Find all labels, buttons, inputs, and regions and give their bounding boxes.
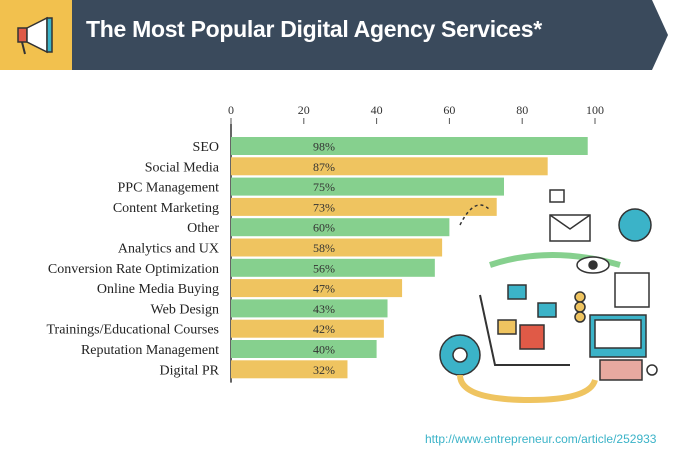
header-background — [0, 0, 668, 70]
category-label: SEO — [193, 140, 219, 155]
title-band — [72, 0, 668, 70]
category-label: Trainings/Educational Courses — [46, 323, 219, 338]
heart-note-icon — [549, 189, 565, 203]
category-label: Online Media Buying — [97, 282, 219, 297]
x-tick-label: 60 — [443, 103, 455, 117]
category-label: Conversion Rate Optimization — [48, 262, 219, 277]
small-screen-icon — [507, 284, 527, 300]
bar-value-label: 87% — [313, 160, 335, 174]
bar — [231, 279, 403, 298]
person-icon — [519, 324, 545, 350]
mouse-icon — [646, 364, 658, 376]
bar — [231, 177, 504, 196]
bar-value-label: 47% — [313, 282, 335, 296]
bar — [231, 137, 588, 155]
marketing-illustration — [439, 189, 658, 404]
page-title: The Most Popular Digital Agency Services… — [86, 16, 542, 42]
bar — [231, 299, 388, 318]
category-label: Analytics and UX — [118, 242, 219, 257]
bar — [231, 258, 435, 277]
category-label: Social Media — [145, 160, 220, 175]
x-tick-label: 0 — [228, 103, 234, 117]
category-label: Reputation Management — [81, 343, 219, 358]
x-tick-label: 80 — [516, 103, 528, 117]
coins-icon — [574, 291, 586, 303]
bar — [231, 360, 348, 379]
bar — [231, 218, 450, 237]
dashed-arrow-icon — [459, 204, 491, 226]
category-label: PPC Management — [118, 181, 220, 196]
x-tick-label: 40 — [371, 103, 383, 117]
hands-keyboard-icon — [599, 359, 643, 381]
x-tick-label: 20 — [298, 103, 310, 117]
category-label: Web Design — [151, 302, 219, 317]
bar-value-label: 73% — [313, 200, 335, 214]
bar-value-label: 40% — [313, 343, 335, 357]
bar — [231, 157, 548, 176]
megaphone-icon — [17, 16, 53, 55]
bar-value-label: 42% — [313, 322, 335, 336]
bar-value-label: 98% — [313, 140, 335, 154]
up-down-arrows-icon — [614, 272, 650, 308]
category-label: Other — [187, 221, 219, 236]
bar-value-label: 58% — [313, 241, 335, 255]
category-label: Content Marketing — [113, 201, 219, 216]
bar — [231, 340, 377, 358]
source-url[interactable]: http://www.entrepreneur.com/article/2529… — [425, 432, 657, 446]
bar-value-label: 56% — [313, 261, 335, 275]
category-label: Digital PR — [159, 363, 219, 378]
bar-value-label: 75% — [313, 180, 335, 194]
bar — [231, 238, 443, 257]
bar-value-label: 32% — [313, 363, 335, 377]
header-banner: The Most Popular Digital Agency Services… — [0, 0, 680, 70]
thumbs-up-icon — [618, 208, 652, 242]
bar-value-label: 60% — [313, 221, 335, 235]
bar — [231, 197, 497, 216]
x-tick-label: 100 — [586, 103, 604, 117]
bar-value-label: 43% — [313, 302, 335, 316]
bar — [231, 319, 384, 338]
